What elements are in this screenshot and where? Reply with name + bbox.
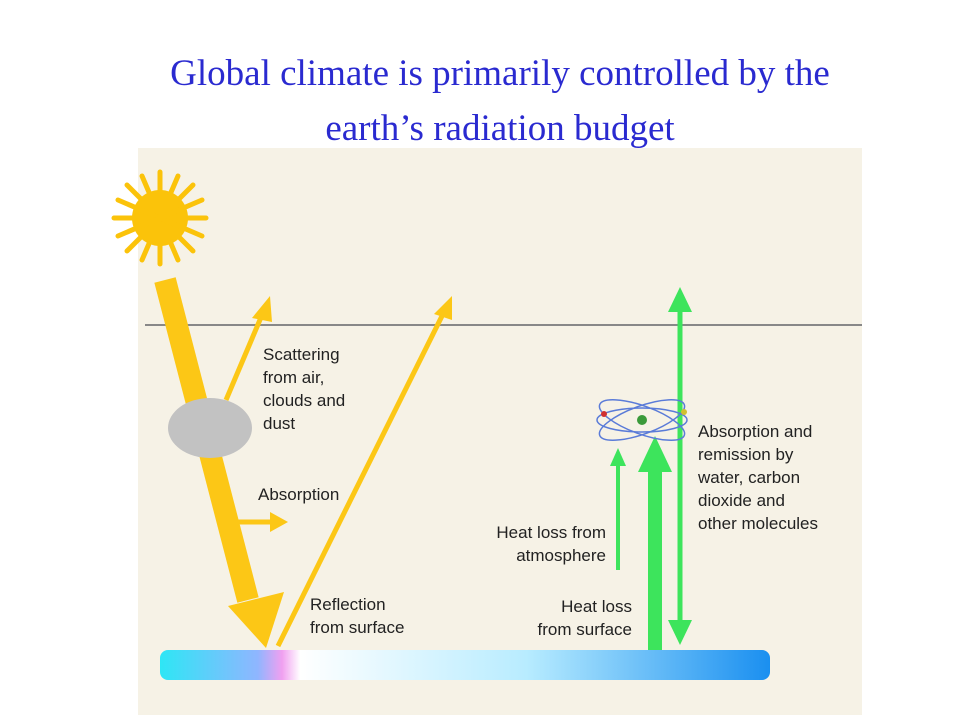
label-line: from surface	[538, 620, 632, 639]
title-line: earth’s radiation budget	[325, 108, 675, 149]
label-line: from surface	[310, 618, 404, 637]
cloud	[168, 398, 252, 458]
label-line: dust	[263, 414, 295, 433]
label-line: Heat loss from	[496, 523, 606, 542]
molecule	[596, 399, 688, 441]
label-line: water, carbon	[697, 468, 800, 487]
earth-surface	[160, 650, 770, 680]
label-line: dioxide and	[698, 491, 785, 510]
label-line: Absorption and	[698, 422, 812, 441]
label-line: Scattering	[263, 345, 340, 364]
label-line: Reflection	[310, 595, 386, 614]
heat-arrows	[610, 287, 692, 650]
label-line: remission by	[698, 445, 794, 464]
label-line: clouds and	[263, 391, 345, 410]
diagram: Scattering from air, clouds and dust Absorpt…	[111, 148, 862, 715]
label-line: Heat loss	[561, 597, 632, 616]
label-line: Absorption	[258, 485, 339, 504]
sun	[111, 169, 209, 267]
label-line: from air,	[263, 368, 324, 387]
label-line: atmosphere	[516, 546, 606, 565]
label-line: other molecules	[698, 514, 818, 533]
title-line: Global climate is primarily controlled b…	[170, 53, 830, 94]
